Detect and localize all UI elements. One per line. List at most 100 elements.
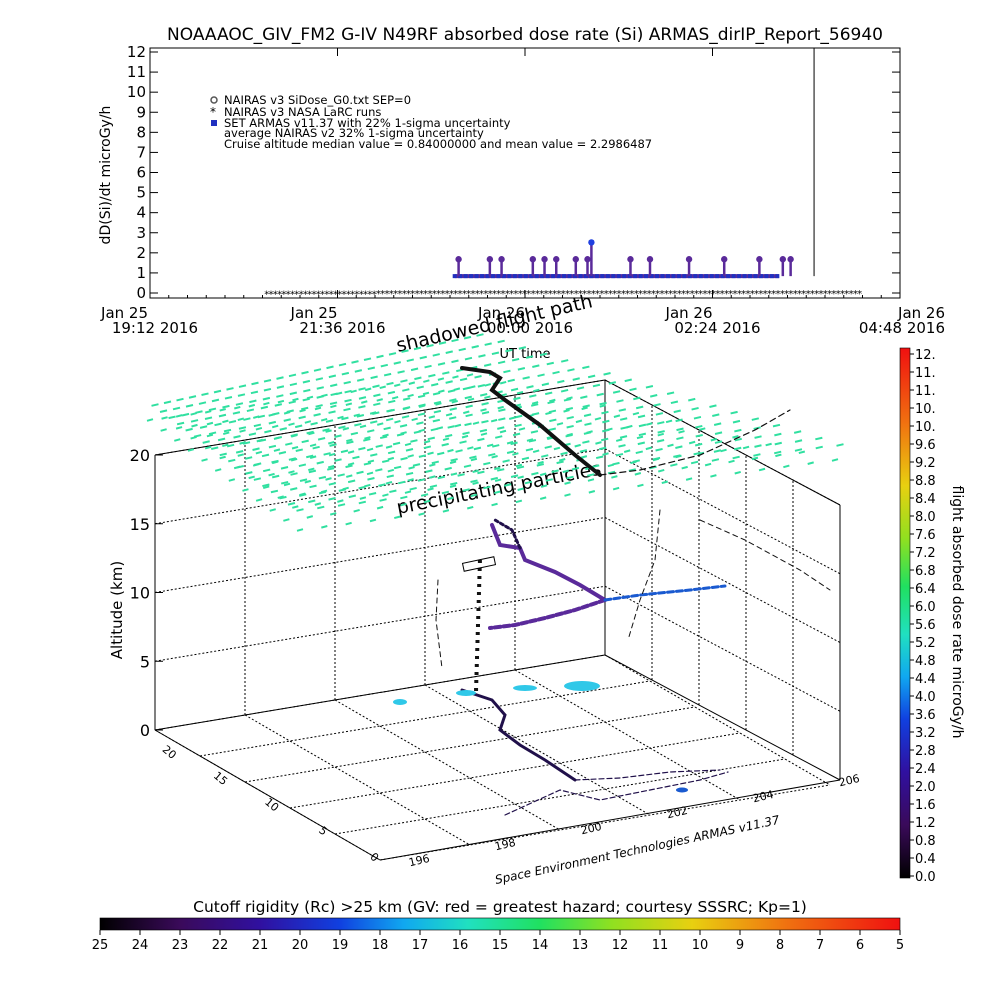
rigidity-mark xyxy=(599,401,607,406)
armas-point xyxy=(704,274,709,279)
rigidity-mark xyxy=(462,386,471,391)
nairas-point: * xyxy=(552,289,557,300)
rigidity-mark xyxy=(262,485,270,489)
rigidity-mark xyxy=(503,483,512,487)
rigidity-mark xyxy=(772,423,781,428)
rigidity-mark xyxy=(329,512,337,516)
rigidity-mark xyxy=(163,400,172,405)
rigidity-mark xyxy=(531,412,540,416)
rigidity-mark xyxy=(223,428,232,433)
rigidity-mark xyxy=(329,443,337,447)
rigidity-mark xyxy=(634,472,642,476)
y-tick-label: 8 xyxy=(136,123,146,141)
rigidity-mark xyxy=(334,434,342,438)
rigidity-mark xyxy=(656,439,665,443)
rigidity-mark xyxy=(299,492,306,497)
nairas-point: * xyxy=(664,289,669,300)
armas-point xyxy=(507,274,512,279)
nairas-point: * xyxy=(354,289,359,300)
floor-edge-front xyxy=(154,729,381,861)
low-altitude-patch xyxy=(393,699,407,705)
rigidity-mark xyxy=(364,483,371,488)
armas-point xyxy=(534,274,539,279)
rigidity-mark xyxy=(486,443,494,448)
rigidity-mark xyxy=(288,422,295,427)
rigidity-mark xyxy=(733,446,742,451)
rigidity-mark xyxy=(433,400,442,405)
floor-grid xyxy=(334,699,561,831)
rigidity-mark xyxy=(204,445,212,450)
rigidity-mark xyxy=(386,474,394,479)
rigidity-mark xyxy=(517,487,524,491)
floor-edge-right xyxy=(379,779,841,861)
rigidity-mark xyxy=(794,448,803,452)
rigidity-mark xyxy=(541,382,550,387)
dose-colorbar-ticks: 12. 11. 11. 10. 10. 9.6 9.2 8.8 8.4 8.0 7.6 7.2 6.8 6… xyxy=(910,348,936,885)
nairas-point: * xyxy=(376,289,381,300)
rigidity-mark xyxy=(522,376,530,380)
rigidity-mark xyxy=(429,484,438,489)
rigidity-mark xyxy=(317,505,325,510)
rigidity-mark xyxy=(208,407,217,412)
rigidity-mark xyxy=(596,392,604,397)
rigidity-mark xyxy=(325,477,332,481)
rigidity-mark xyxy=(483,485,491,490)
rigidity-mark xyxy=(175,414,183,418)
x-tick-label-date: Jan 25 xyxy=(100,304,148,322)
rigidity-mark xyxy=(376,354,384,359)
rigidity-mark xyxy=(469,385,476,389)
nairas-point: * xyxy=(522,289,527,300)
rigidity-mark xyxy=(427,451,434,456)
nairas-point: * xyxy=(831,289,836,300)
x-tick-label-time: 04:48 2016 xyxy=(859,319,945,337)
armas-point xyxy=(649,274,654,279)
rigidity-mark xyxy=(289,382,298,387)
nairas-point: * xyxy=(470,289,475,300)
armas-point xyxy=(753,274,758,279)
rigidity-mark xyxy=(638,423,647,428)
floor-track-dark xyxy=(460,688,577,782)
rigidity-mark xyxy=(815,445,823,450)
rigidity-colorbar-tick-label: 15 xyxy=(492,938,509,953)
armas-point xyxy=(578,274,583,279)
armas-point xyxy=(583,274,588,279)
rigidity-mark xyxy=(694,442,703,447)
rigidity-mark xyxy=(734,437,742,442)
rigidity-mark xyxy=(356,470,364,475)
nairas-point: * xyxy=(363,289,368,300)
nairas-point: * xyxy=(711,289,716,300)
rigidity-mark xyxy=(327,441,335,445)
nairas-point: * xyxy=(492,289,497,300)
nairas-point: * xyxy=(642,289,647,300)
dose-colorbar-tick-label: 2.8 xyxy=(915,744,936,759)
rigidity-mark xyxy=(318,475,327,480)
ascent-point xyxy=(477,576,482,579)
rigidity-mark xyxy=(422,391,430,396)
rigidity-mark xyxy=(330,383,338,388)
rigidity-mark xyxy=(289,391,298,396)
dose-colorbar-tick-label: 5.2 xyxy=(915,636,936,651)
y-tick-label: 12 xyxy=(127,43,146,61)
rigidity-mark xyxy=(329,401,338,406)
rigidity-mark xyxy=(253,477,262,481)
rigidity-mark xyxy=(237,453,245,457)
top-edge-right xyxy=(604,379,841,506)
dose-colorbar-tick-label: 1.6 xyxy=(915,798,936,813)
armas-point xyxy=(622,274,627,279)
rigidity-mark xyxy=(635,405,644,410)
rigidity-mark xyxy=(711,458,720,462)
dose-colorbar-tick-label: 6.0 xyxy=(915,600,936,615)
rigidity-mark xyxy=(294,424,303,429)
rigidity-mark xyxy=(450,472,458,476)
rigidity-mark xyxy=(704,462,712,467)
floor-grid xyxy=(379,784,831,861)
nairas-point: * xyxy=(535,289,540,300)
rigidity-mark xyxy=(438,341,447,345)
nairas-point: * xyxy=(402,289,407,300)
rigidity-mark xyxy=(367,459,375,464)
rigidity-mark xyxy=(564,481,571,485)
armas-point xyxy=(758,274,763,279)
rigidity-mark xyxy=(263,401,270,406)
nairas-point: * xyxy=(286,290,291,301)
rigidity-mark xyxy=(353,508,360,513)
